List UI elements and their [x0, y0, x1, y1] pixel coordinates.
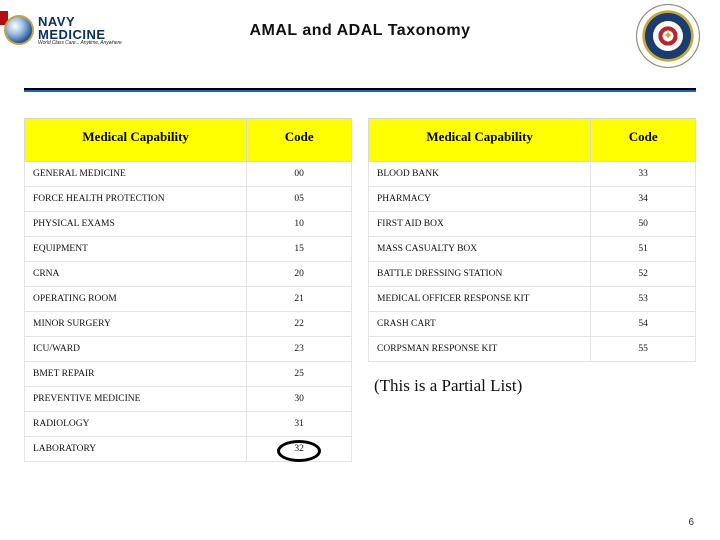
capability-cell: CORPSMAN RESPONSE KIT	[369, 337, 591, 362]
code-cell: 25	[247, 362, 352, 387]
left-table: Medical Capability Code GENERAL MEDICINE…	[24, 118, 352, 462]
table-row: PREVENTIVE MEDICINE30	[25, 387, 352, 412]
code-cell: 32	[247, 437, 352, 462]
code-cell: 23	[247, 337, 352, 362]
partial-list-note: (This is a Partial List)	[368, 362, 696, 396]
header-divider	[24, 88, 696, 92]
left-table-wrap: Medical Capability Code GENERAL MEDICINE…	[24, 118, 352, 462]
slide-header: NAVY MEDICINE World Class Care... Anytim…	[0, 0, 720, 70]
eagle-icon: ✦	[663, 29, 673, 44]
table-row: OPERATING ROOM21	[25, 287, 352, 312]
capability-cell: BLOOD BANK	[369, 162, 591, 187]
table-row: EQUIPMENT15	[25, 237, 352, 262]
table-row: PHYSICAL EXAMS10	[25, 212, 352, 237]
code-cell: 05	[247, 187, 352, 212]
logo-left-tagline: World Class Care... Anytime, Anywhere	[38, 41, 144, 46]
table-row: MEDICAL OFFICER RESPONSE KIT53	[369, 287, 696, 312]
table-row: CRASH CART54	[369, 312, 696, 337]
table-row: BLOOD BANK33	[369, 162, 696, 187]
code-cell: 15	[247, 237, 352, 262]
right-table: Medical Capability Code BLOOD BANK33PHAR…	[368, 118, 696, 362]
table-row: CORPSMAN RESPONSE KIT55	[369, 337, 696, 362]
capability-cell: BMET REPAIR	[25, 362, 247, 387]
left-col-capability: Medical Capability	[25, 119, 247, 162]
capability-cell: BATTLE DRESSING STATION	[369, 262, 591, 287]
table-row: GENERAL MEDICINE00	[25, 162, 352, 187]
code-cell: 31	[247, 412, 352, 437]
slide-title: AMAL and ADAL Taxonomy	[0, 22, 720, 40]
code-cell: 53	[591, 287, 696, 312]
code-cell: 54	[591, 312, 696, 337]
code-cell: 50	[591, 212, 696, 237]
capability-cell: PREVENTIVE MEDICINE	[25, 387, 247, 412]
table-row: BATTLE DRESSING STATION52	[369, 262, 696, 287]
right-table-wrap: Medical Capability Code BLOOD BANK33PHAR…	[368, 118, 696, 462]
code-cell: 10	[247, 212, 352, 237]
code-cell: 51	[591, 237, 696, 262]
capability-cell: PHARMACY	[369, 187, 591, 212]
capability-cell: GENERAL MEDICINE	[25, 162, 247, 187]
capability-cell: MASS CASUALTY BOX	[369, 237, 591, 262]
capability-cell: FORCE HEALTH PROTECTION	[25, 187, 247, 212]
code-cell: 21	[247, 287, 352, 312]
code-cell: 00	[247, 162, 352, 187]
code-cell: 22	[247, 312, 352, 337]
capability-cell: MEDICAL OFFICER RESPONSE KIT	[369, 287, 591, 312]
table-row: CRNA20	[25, 262, 352, 287]
table-row: LABORATORY32	[25, 437, 352, 462]
capability-cell: LABORATORY	[25, 437, 247, 462]
capability-cell: OPERATING ROOM	[25, 287, 247, 312]
slide-number: 6	[688, 517, 694, 528]
table-row: ICU/WARD23	[25, 337, 352, 362]
code-cell: 34	[591, 187, 696, 212]
code-cell: 33	[591, 162, 696, 187]
code-cell: 30	[247, 387, 352, 412]
code-cell: 20	[247, 262, 352, 287]
capability-cell: CRASH CART	[369, 312, 591, 337]
capability-cell: RADIOLOGY	[25, 412, 247, 437]
capability-cell: MINOR SURGERY	[25, 312, 247, 337]
table-row: FORCE HEALTH PROTECTION05	[25, 187, 352, 212]
capability-cell: CRNA	[25, 262, 247, 287]
code-cell: 55	[591, 337, 696, 362]
table-row: BMET REPAIR25	[25, 362, 352, 387]
capability-cell: EQUIPMENT	[25, 237, 247, 262]
logo-department-seal: ✦	[636, 4, 700, 68]
tables-container: Medical Capability Code GENERAL MEDICINE…	[24, 118, 696, 462]
capability-cell: FIRST AID BOX	[369, 212, 591, 237]
table-row: RADIOLOGY31	[25, 412, 352, 437]
capability-cell: PHYSICAL EXAMS	[25, 212, 247, 237]
right-col-code: Code	[591, 119, 696, 162]
table-row: PHARMACY34	[369, 187, 696, 212]
table-row: MASS CASUALTY BOX51	[369, 237, 696, 262]
table-row: MINOR SURGERY22	[25, 312, 352, 337]
table-row: FIRST AID BOX50	[369, 212, 696, 237]
capability-cell: ICU/WARD	[25, 337, 247, 362]
right-col-capability: Medical Capability	[369, 119, 591, 162]
code-cell: 52	[591, 262, 696, 287]
left-col-code: Code	[247, 119, 352, 162]
